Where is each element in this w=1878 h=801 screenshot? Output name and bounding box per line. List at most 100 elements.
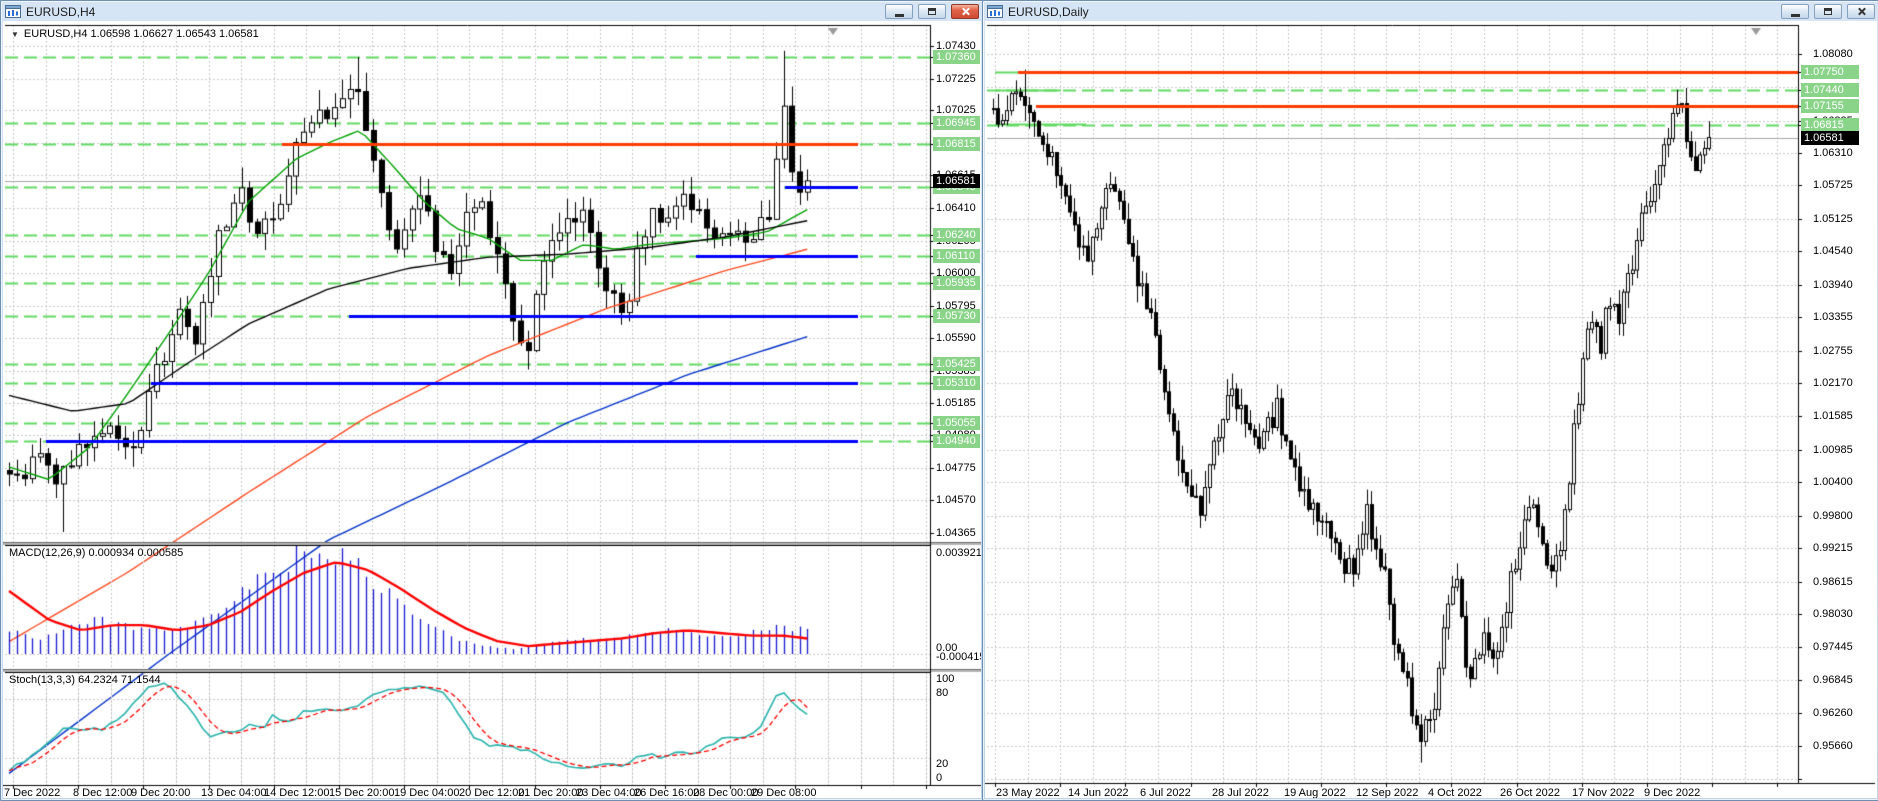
price-tick-label: 1.07025 [936,104,976,117]
time-axis-label: 26 Oct 2022 [1500,787,1560,798]
close-icon [1857,7,1866,16]
symbol-dropdown-icon[interactable]: ▼ [11,29,19,39]
time-axis-label: 7 Dec 2022 [4,787,61,798]
price-tick-label: 1.00400 [1813,476,1853,489]
macd-scale-label: 0.003921 [936,547,981,559]
chart-client-eurusd-daily: ▼EURUSD,Daily 1.06602 1.06688 1.06534 1.… [985,21,1877,798]
price-tick-label: 1.03940 [1813,278,1853,291]
stoch-label: Stoch(13,3,3) 64.2324 71.1544 [9,674,161,686]
restore-icon [928,8,936,15]
price-level-badge: 1.05730 [933,308,980,323]
stoch-scale-label: 20 [936,758,949,770]
stoch-scale-label: 0 [936,772,943,784]
restore-button[interactable] [1814,4,1842,19]
price-tick-label: 1.05725 [1813,179,1853,192]
price-tick-label: 0.99800 [1813,509,1853,522]
price-level-badge: 1.06815 [1801,117,1859,132]
minimize-button[interactable] [1781,4,1809,19]
price-tick-label: 1.05795 [936,299,976,312]
window-title: EURUSD,H4 [26,4,96,19]
price-tick-label: 1.06410 [936,201,976,214]
h4-chart-canvas[interactable] [3,21,981,798]
time-axis-label: 14 Dec 12:00 [264,787,330,798]
time-axis-label: 15 Dec 20:00 [329,787,395,798]
time-axis-label: 6 Jul 2022 [1140,787,1191,798]
price-tick-label: 1.05590 [936,332,976,345]
price-scale[interactable] [932,25,981,785]
price-level-badge: 1.06110 [933,248,980,263]
time-axis-label: 23 Dec 04:00 [576,787,642,798]
candlestick-chart-icon [5,5,21,18]
time-axis-label: 12 Sep 2022 [1356,787,1419,798]
price-tick-label: 1.04365 [936,526,976,539]
ohlc-label: ▼ EURUSD,H4 1.06598 1.06627 1.06543 1.065… [11,28,259,40]
minimize-icon [894,13,904,17]
price-tick-label: 1.07430 [936,40,976,52]
price-tick-label: 1.05125 [1813,212,1853,225]
price-tick-label: 0.98030 [1813,608,1853,621]
price-tick-label: 0.97445 [1813,640,1853,653]
time-axis-label: 29 Dec 08:00 [751,787,817,798]
titlebar-eurusd-daily[interactable]: EURUSD,Daily [983,1,1878,21]
price-level-badge: 1.04940 [933,434,980,449]
time-axis-label: 20 Dec 12:00 [459,787,525,798]
daily-chart-canvas[interactable] [985,21,1877,798]
price-level-badge: 1.06815 [933,136,980,151]
current-price-badge: 1.06581 [933,173,980,188]
price-tick-label: 1.01585 [1813,410,1853,423]
time-axis-label: 14 Jun 2022 [1068,787,1129,798]
close-button[interactable] [1847,4,1875,19]
price-tick-label: 0.98615 [1813,575,1853,588]
time-axis-label: 17 Nov 2022 [1572,787,1635,798]
titlebar-eurusd-h4[interactable]: EURUSD,H4 [1,1,983,21]
window-eurusd-daily: EURUSD,Daily ▼EURUSD,Daily 1.06602 1.066… [982,0,1878,801]
candlestick-chart-icon [987,5,1003,18]
time-axis[interactable] [3,785,981,798]
time-axis-label: 23 May 2022 [996,787,1060,798]
price-level-badge: 1.05425 [933,357,980,372]
price-tick-label: 1.08080 [1813,48,1853,60]
window-title: EURUSD,Daily [1008,4,1089,19]
restore-button[interactable] [918,4,946,19]
close-button[interactable] [951,4,979,19]
price-tick-label: 1.03355 [1813,311,1853,324]
time-axis-label: 9 Dec 20:00 [131,787,191,798]
time-axis-label: 26 Dec 16:00 [634,787,700,798]
macd-label: MACD(12,26,9) 0.000934 0.000585 [9,547,184,559]
macd-scale-label: -0.000415 [936,651,981,663]
price-tick-label: 1.06310 [1813,146,1853,159]
close-icon [961,7,970,16]
price-tick-label: 0.99215 [1813,542,1853,555]
minimize-button[interactable] [885,4,913,19]
price-tick-label: 0.96260 [1813,706,1853,719]
window-eurusd-h4: EURUSD,H4 ▼ EURUSD,H4 1.06598 1.06627 1.0… [0,0,984,801]
price-tick-label: 1.02170 [1813,377,1853,390]
time-axis-label: 4 Oct 2022 [1428,787,1482,798]
stoch-scale-label: 80 [936,687,949,699]
time-axis-label: 21 Dec 20:00 [518,787,584,798]
price-tick-label: 1.00985 [1813,443,1853,456]
time-axis-label: 28 Dec 00:00 [693,787,759,798]
restore-icon [1824,8,1832,15]
price-tick-label: 1.02755 [1813,344,1853,357]
price-level-badge: 1.06240 [933,227,980,242]
time-axis-label: 9 Dec 2022 [1644,787,1701,798]
price-scale[interactable] [1800,25,1875,783]
ohlc-text: EURUSD,H4 1.06598 1.06627 1.06543 1.0658… [23,28,259,40]
price-tick-label: 1.04775 [936,461,976,474]
time-axis-label: 19 Dec 04:00 [394,787,460,798]
time-axis-label: 28 Jul 2022 [1212,787,1269,798]
price-level-badge: 1.07155 [1801,98,1859,113]
price-level-badge: 1.07750 [1801,65,1859,80]
time-axis-label: 19 Aug 2022 [1284,787,1346,798]
price-level-badge: 1.05935 [933,276,980,291]
price-tick-label: 0.96845 [1813,674,1853,687]
price-tick-label: 1.04570 [936,494,976,507]
price-level-badge: 1.07440 [1801,82,1859,97]
time-axis[interactable] [985,783,1875,797]
price-tick-label: 1.06000 [936,267,976,280]
price-level-badge: 1.05055 [933,416,980,431]
current-price-badge: 1.06581 [1801,130,1859,145]
price-level-badge: 1.06945 [933,116,980,131]
